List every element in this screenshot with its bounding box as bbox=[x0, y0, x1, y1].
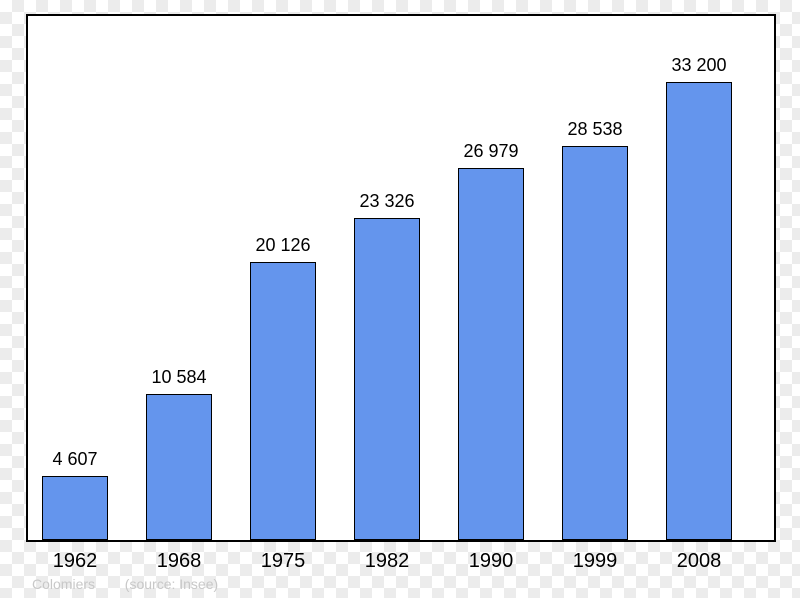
bar-value-label: 33 200 bbox=[671, 55, 726, 76]
bar bbox=[666, 82, 732, 540]
x-axis-label: 2008 bbox=[677, 550, 722, 573]
canvas: 4 607 10 584 20 126 23 326 26 979 28 538 33 20… bbox=[0, 0, 800, 598]
caption-name: Colomiers bbox=[32, 576, 95, 592]
x-axis-label: 1999 bbox=[573, 550, 618, 573]
caption: Colomiers (source: Insee) bbox=[32, 576, 218, 592]
bar bbox=[146, 394, 212, 540]
bar-value-label: 28 538 bbox=[567, 119, 622, 140]
x-axis-label: 1982 bbox=[365, 550, 410, 573]
bar-value-label: 10 584 bbox=[151, 367, 206, 388]
chart-frame: 4 607 10 584 20 126 23 326 26 979 28 538 33 20… bbox=[26, 14, 776, 542]
bar bbox=[562, 146, 628, 540]
x-axis-label: 1990 bbox=[469, 550, 514, 573]
bar bbox=[250, 262, 316, 540]
x-axis-label: 1962 bbox=[53, 550, 98, 573]
bar-value-label: 26 979 bbox=[463, 141, 518, 162]
plot-area: 4 607 10 584 20 126 23 326 26 979 28 538 33 20… bbox=[28, 16, 774, 540]
x-axis-label: 1975 bbox=[261, 550, 306, 573]
bar bbox=[42, 476, 108, 540]
bar-value-label: 23 326 bbox=[359, 191, 414, 212]
bar-value-label: 4 607 bbox=[52, 449, 97, 470]
caption-source: (source: Insee) bbox=[125, 576, 218, 592]
bar bbox=[354, 218, 420, 540]
bar-value-label: 20 126 bbox=[255, 235, 310, 256]
x-axis-label: 1968 bbox=[157, 550, 202, 573]
bar bbox=[458, 168, 524, 540]
